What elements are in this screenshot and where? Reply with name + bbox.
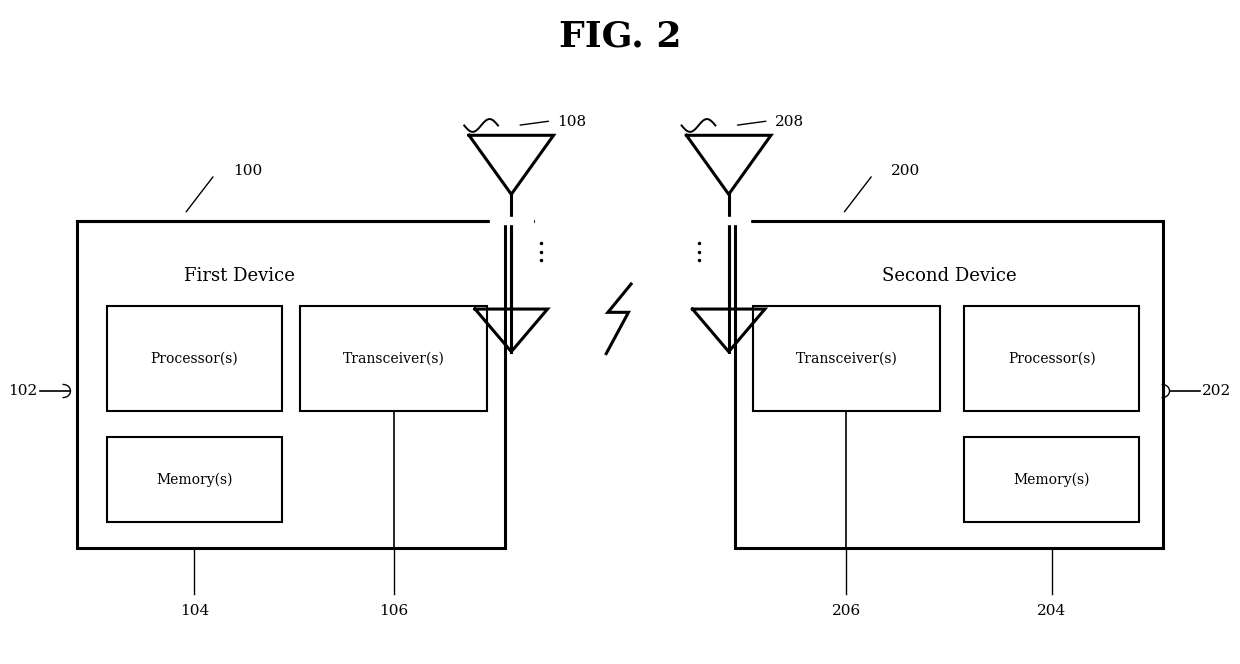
Text: Transceiver(s): Transceiver(s) xyxy=(796,351,898,365)
Text: First Device: First Device xyxy=(184,268,295,286)
Text: 102: 102 xyxy=(9,384,38,398)
Bar xyxy=(300,306,487,410)
Bar xyxy=(735,220,1163,548)
Text: Memory(s): Memory(s) xyxy=(156,472,233,487)
Text: 106: 106 xyxy=(379,604,408,618)
Text: 204: 204 xyxy=(1037,604,1066,618)
Text: 208: 208 xyxy=(775,115,804,129)
Text: FIG. 2: FIG. 2 xyxy=(559,20,681,54)
Bar xyxy=(107,437,281,522)
Bar xyxy=(107,306,281,410)
Bar xyxy=(965,306,1140,410)
Text: 202: 202 xyxy=(1202,384,1231,398)
Text: Processor(s): Processor(s) xyxy=(1008,351,1096,365)
Text: 108: 108 xyxy=(557,115,587,129)
Text: 104: 104 xyxy=(180,604,208,618)
Text: Memory(s): Memory(s) xyxy=(1013,472,1090,487)
Bar xyxy=(753,306,940,410)
Text: Second Device: Second Device xyxy=(882,268,1017,286)
Text: 206: 206 xyxy=(832,604,861,618)
Bar xyxy=(965,437,1140,522)
Text: Transceiver(s): Transceiver(s) xyxy=(342,351,444,365)
Bar xyxy=(77,220,505,548)
Text: Processor(s): Processor(s) xyxy=(150,351,238,365)
Text: 200: 200 xyxy=(892,165,920,179)
Text: 100: 100 xyxy=(233,165,262,179)
